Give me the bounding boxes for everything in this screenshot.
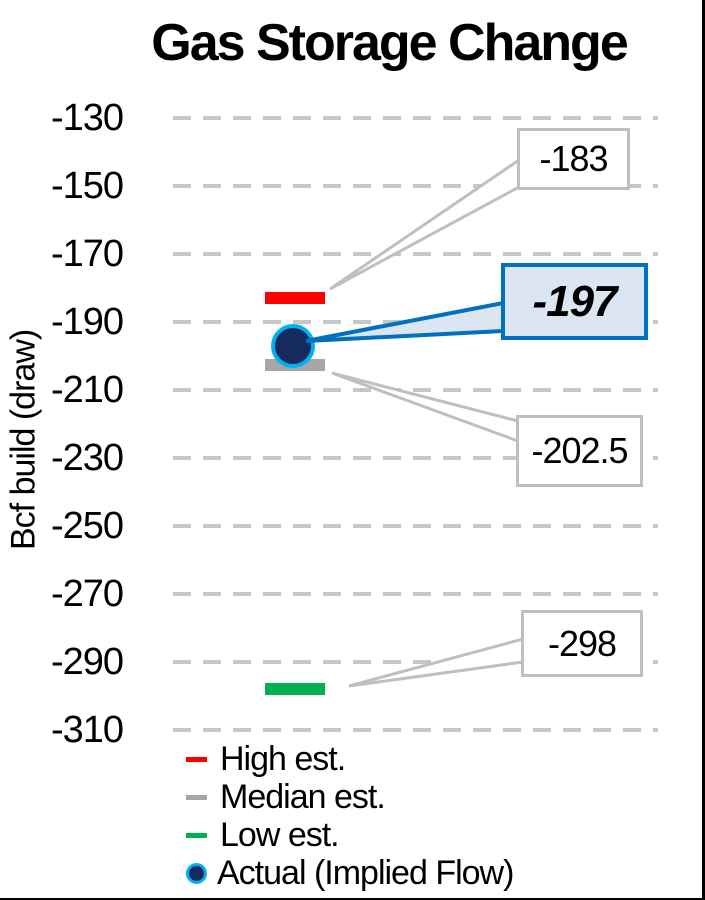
y-tick-label: -270 bbox=[50, 573, 124, 615]
estimate-dash-marker bbox=[265, 292, 325, 305]
legend-item-high-est: High est. bbox=[186, 740, 513, 778]
median-est-dash-icon bbox=[186, 794, 207, 800]
legend-item-actual: Actual (Implied Flow) bbox=[186, 854, 514, 892]
gridline bbox=[173, 728, 658, 732]
actual-data-point bbox=[271, 323, 315, 368]
legend-label-median-est: Median est. bbox=[220, 778, 386, 816]
chart-title: Gas Storage Change bbox=[151, 14, 628, 72]
legend-label-low-est: Low est. bbox=[220, 816, 340, 854]
gridline bbox=[173, 524, 658, 528]
leader-wedge-high bbox=[329, 157, 521, 291]
y-tick-label: -310 bbox=[50, 709, 124, 751]
y-tick-label: -290 bbox=[50, 641, 124, 683]
y-tick-label: -230 bbox=[50, 437, 124, 479]
gridline bbox=[173, 592, 658, 596]
high-est-dash-icon bbox=[186, 756, 207, 762]
y-tick-label: -130 bbox=[50, 97, 124, 139]
y-tick-label: -250 bbox=[50, 505, 124, 547]
y-tick-label: -210 bbox=[50, 369, 124, 411]
low-est-dash-icon bbox=[186, 832, 207, 838]
callout-actual-value: -197 bbox=[501, 263, 648, 340]
y-tick-label: -170 bbox=[50, 233, 124, 275]
actual-circle-icon bbox=[186, 862, 207, 884]
leader-wedge-median bbox=[331, 371, 520, 444]
legend-item-median-est: Median est. bbox=[186, 778, 513, 816]
legend-item-low-est: Low est. bbox=[186, 816, 513, 854]
legend: High est. Median est. Low est. Actual (I… bbox=[186, 740, 514, 892]
callout-low-estimate: -298 bbox=[521, 610, 643, 677]
legend-label-high-est: High est. bbox=[220, 740, 346, 778]
callout-high-estimate: -183 bbox=[517, 128, 630, 190]
gridline bbox=[173, 456, 658, 460]
gridline bbox=[173, 388, 658, 392]
callout-median-estimate: -202.5 bbox=[516, 415, 643, 487]
y-tick-label: -150 bbox=[50, 165, 124, 207]
estimate-dash-marker bbox=[265, 683, 325, 696]
gridline bbox=[173, 116, 658, 120]
legend-label-actual: Actual (Implied Flow) bbox=[217, 854, 514, 892]
gridline bbox=[173, 252, 658, 256]
y-tick-label: -190 bbox=[50, 301, 124, 343]
